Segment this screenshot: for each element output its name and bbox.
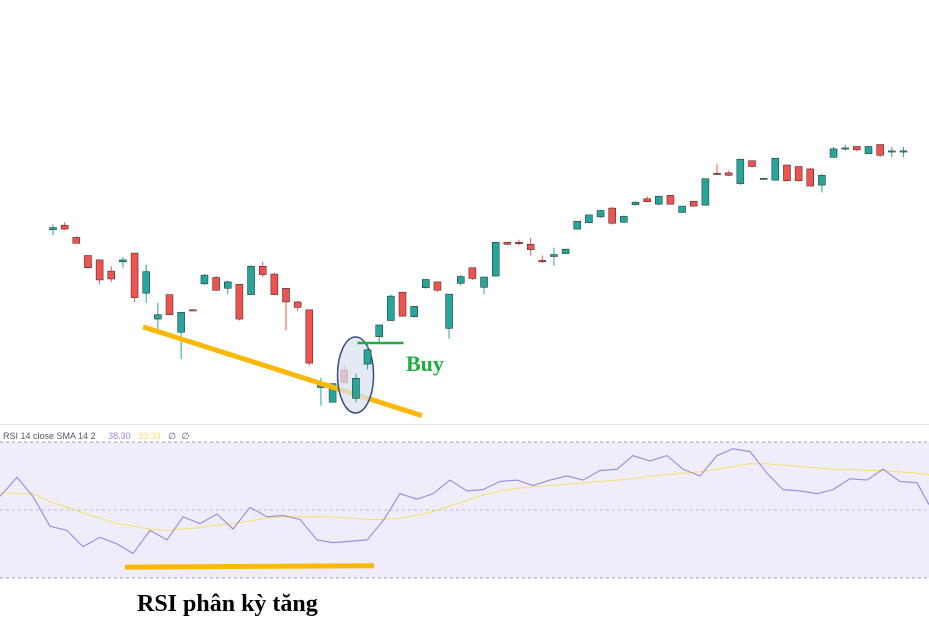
price-divergence-line [142,324,423,418]
candle-body [398,291,407,317]
candle-body [457,276,465,284]
svg-text:RSI 14 close SMA 14 2 38: RSI 14 close SMA 14 2 38.30 33.33 ∅ ∅ [3,431,190,441]
candle-body [235,284,244,320]
rsi-series [0,448,929,555]
rsi-pane: RSI 14 close SMA 14 2 38.30 33.33 ∅ ∅ [0,424,929,579]
candle-body [258,266,267,275]
candle-body [585,214,593,223]
candle-body [736,158,745,184]
candle-body [724,172,733,176]
candle-body [142,271,150,294]
candle-body [95,259,104,281]
candle-body [678,205,686,213]
candle-body [60,224,69,230]
rsi-extra-value-2: ∅ [182,431,190,441]
candle-body [130,252,139,298]
candle-body [445,293,453,329]
candle-body [200,274,209,285]
candle-body [422,279,430,289]
candle-body [352,377,360,399]
rsi-sma-value: 33.33 [138,431,161,441]
candle-body [491,242,500,277]
candle-body [864,146,873,155]
candle-body [561,248,570,254]
divergence-caption: RSI phân kỳ tăng [137,591,318,617]
price-pane: Buy [49,144,908,418]
candle-body [247,266,255,295]
candle-body [503,242,512,245]
candle-body [224,281,232,289]
candle-body [387,295,395,321]
candle-body [49,227,57,230]
candle-body [690,200,698,207]
candle-body [433,281,442,291]
candle-body [526,244,535,250]
candle-body [631,201,640,205]
candle-body [212,277,220,291]
candle-body [794,166,803,181]
candle-body [515,242,523,245]
rsi-sma-series [0,463,929,531]
candle-body [899,150,908,153]
candle-body [841,147,849,150]
candle-body [189,309,197,312]
rsi-indicator-name: RSI 14 close SMA 14 2 [3,431,96,441]
rsi-divergence-line [124,563,375,570]
candle-body [305,309,314,364]
candle-body [713,173,721,175]
candle-body [154,314,162,320]
candle-body [468,267,477,279]
candle-body [818,175,826,186]
candle-body [282,288,290,303]
candle-body [666,195,675,205]
candle-body [165,294,174,315]
candle-body [620,216,628,223]
candle-body [783,164,791,181]
candle-body [655,196,663,205]
candle-body [748,160,756,167]
candle-body [771,157,780,181]
candle-body [829,148,838,158]
rsi-extra-value-1: ∅ [168,431,176,441]
candle-body [701,178,710,206]
buy-label: Buy [406,351,444,376]
candle-body [363,349,372,365]
candle-body [550,254,558,257]
candle-body [328,383,337,403]
candle-body [72,237,81,244]
candle-body [177,311,185,333]
candles [49,144,908,406]
candle-body [107,270,115,280]
candle-body [596,210,605,218]
candle-body [538,260,547,263]
candle-body [876,144,884,156]
candle-body [573,221,581,230]
candle-body [888,150,896,153]
candle-body [853,146,861,151]
candle-body [84,255,92,268]
candle-body [480,276,488,288]
candle-body [375,324,383,337]
candle-body [608,207,616,224]
candle-body [806,168,814,187]
candle-body [643,198,651,202]
candle-body [759,177,768,180]
candle-body [293,301,302,308]
candle-body [270,273,279,295]
candle-body [119,259,127,263]
rsi-value: 38.30 [108,431,131,441]
candle-body [410,306,418,317]
